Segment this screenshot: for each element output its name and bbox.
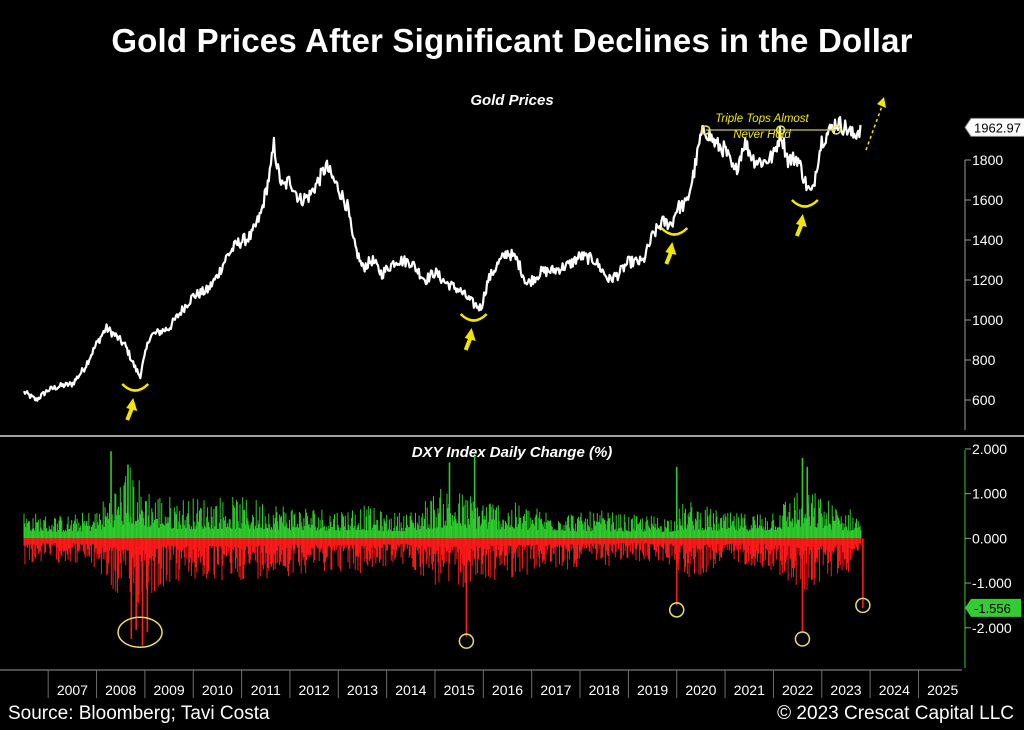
dxy-y-tick-label: 2.000 [972,441,1007,457]
dxy-panel-title: DXY Index Daily Change (%) [412,444,613,461]
dxy-last-value-label: -1.556 [974,601,1011,616]
gold-panel-title: Gold Prices [470,92,553,109]
dxy-y-tick-label: 1.000 [972,486,1007,502]
bottom-highlight-arc [660,227,689,236]
gold-y-tick-label: 1000 [972,312,1003,328]
triple-top-annotation: Triple Tops Almost Never Hold [715,113,809,141]
dxy-y-tick-label: -1.000 [972,575,1012,591]
gold-y-tick-label: 1400 [972,232,1003,248]
x-tick-label: 2009 [154,682,185,698]
projection-arrow-line [865,105,883,151]
dxy-y-tick-label: 0.000 [972,530,1007,546]
x-tick-label: 2014 [395,682,426,698]
dxy-decline-circle [855,597,871,614]
x-tick-label: 2011 [251,682,281,698]
dxy-decline-circle [668,602,685,618]
gold-last-value-label: 1962.97 [974,120,1021,135]
x-tick-label: 2021 [734,682,765,698]
source-note: Source: Bloomberg; Tavi Costa [8,703,270,724]
x-tick-label: 2017 [540,682,571,698]
x-tick-label: 2022 [782,682,813,698]
triple-top-marker [831,125,842,135]
dxy-last-value-badge [965,598,1021,617]
bottom-highlight-arc [459,313,488,322]
gold-price-panel: Gold Prices [22,92,862,402]
dxy-decline-circle [794,631,811,647]
projection-arrow-icon [877,97,886,108]
x-tick-label: 2010 [202,682,233,698]
gold-y-tick-label: 800 [972,352,996,368]
arrow-up-icon [464,328,476,341]
x-tick-label: 2008 [105,682,136,698]
gold-price-line [22,115,862,402]
bottom-highlight-arc [121,383,150,392]
x-tick-label: 2020 [685,682,716,698]
dxy-positive-bars [23,467,862,539]
axes-layer: 600 800 1000 1200 1400 1600 1800 1962.97 2.000 1.… [0,117,1024,698]
x-tick-label: 2019 [637,682,668,698]
x-tick-label: 2007 [57,682,88,698]
x-tick-label: 2012 [299,682,330,698]
bottom-highlight-arc [790,199,819,208]
gold-y-tick-label: 1800 [972,152,1003,168]
chart-title: Gold Prices After Significant Declines i… [111,22,913,59]
x-tick-label: 2015 [444,682,475,698]
dxy-decline-circle [458,633,475,649]
gold-y-tick-label: 600 [972,392,996,408]
triple-top-marker [775,125,786,135]
arrow-up-icon [665,242,677,255]
gold-y-tick-label: 1600 [972,192,1003,208]
gold-last-value-badge [964,117,1024,137]
x-tick-label: 2023 [830,682,861,698]
x-tick-label: 2013 [347,682,378,698]
x-tick-label: 2025 [927,682,958,698]
triple-top-marker [700,125,711,135]
x-tick-label: 2018 [589,682,620,698]
dxy-y-tick-label: -2.000 [972,620,1012,636]
arrow-up-icon [126,398,138,411]
dxy-negative-bars [23,538,862,604]
dxy-decline-circle [117,616,163,648]
arrow-up-icon [795,214,807,227]
x-tick-label: 2024 [879,682,910,698]
copyright-note: © 2023 Crescat Capital LLC [777,703,1014,724]
x-tick-label: 2016 [492,682,523,698]
dxy-change-panel: DXY Index Daily Change (%) [23,444,864,646]
gold-y-tick-label: 1200 [972,272,1003,288]
annotation-layer: Triple Tops Almost Never Hold [117,97,886,649]
